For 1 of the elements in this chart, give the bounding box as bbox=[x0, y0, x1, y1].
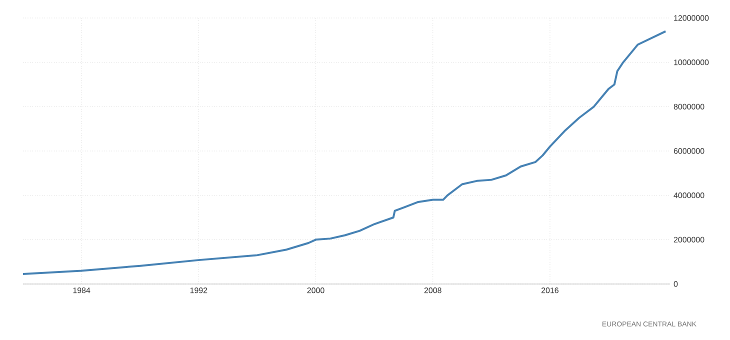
line-series bbox=[22, 30, 667, 276]
